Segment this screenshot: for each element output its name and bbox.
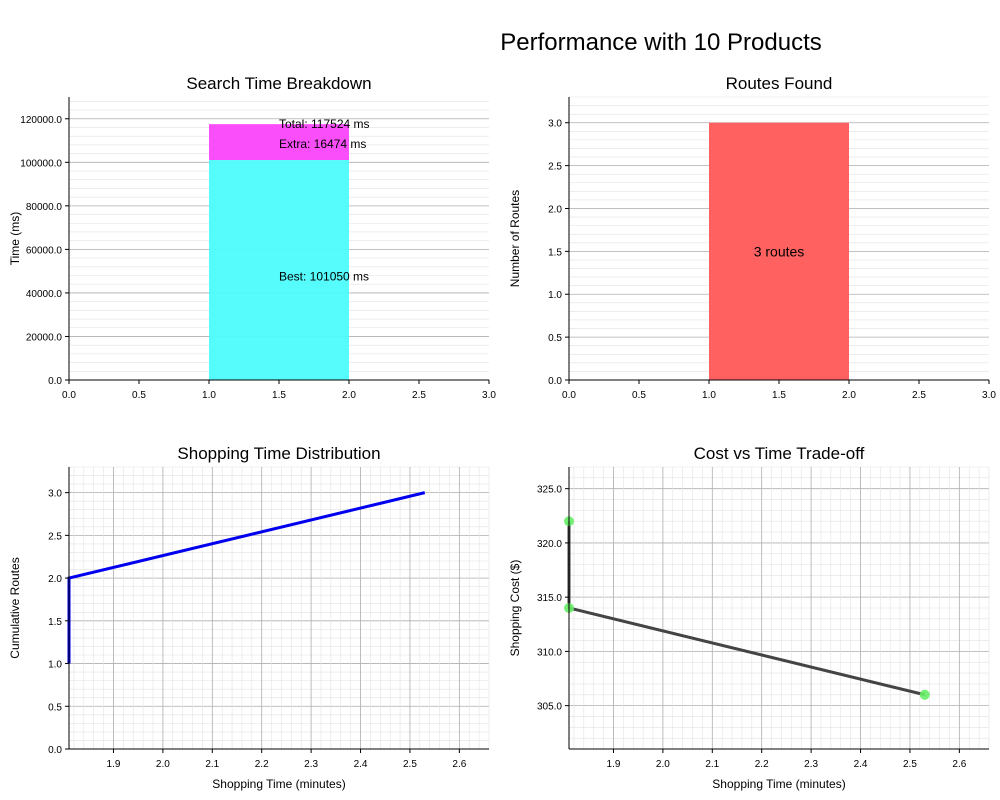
routes-y-tick-label: 1.5 [548, 247, 562, 258]
charts-container: 0.0 0.5 1.0 1.5 2.0 2.5 3.0 0.0 20000.0 40000.0 60… [8, 74, 996, 791]
routes-x-tick-label: 1.0 [702, 390, 716, 401]
search-x-tick-label: 0.5 [132, 390, 146, 401]
routes-y-tick-label: 0.5 [548, 333, 562, 344]
search-y-tick-label: 40000.0 [26, 289, 63, 300]
search-x-tick-label: 0.0 [62, 390, 76, 401]
tradeoff-title: Cost vs Time Trade-off [694, 444, 865, 463]
tradeoff-x-tick-label: 2.6 [952, 759, 966, 770]
routes-chart: 0.0 0.5 1.0 1.5 2.0 2.5 3.0 0.0 0.5 1.0 1.5 2.0 2.5 3… [508, 74, 996, 401]
tradeoff-chart: 1.9 2.0 2.1 2.2 2.3 2.4 2.5 2.6 305.0 310.0 315.0 3… [508, 444, 990, 791]
tradeoff-x-tick-label: 2.2 [755, 759, 769, 770]
tradeoff-y-axis-label: Shopping Cost ($) [508, 560, 522, 657]
distribution-x-tick-label: 2.1 [205, 759, 219, 770]
tradeoff-y-tick-label: 305.0 [537, 702, 562, 713]
routes-x-tick-label: 3.0 [982, 390, 996, 401]
search-y-tick-label: 60000.0 [26, 245, 63, 256]
routes-x-tick-label: 0.5 [632, 390, 646, 401]
routes-y-tick-label: 2.5 [548, 162, 562, 173]
best-time-bar [209, 160, 349, 380]
routes-title: Routes Found [726, 74, 833, 93]
tradeoff-y-tick-label: 315.0 [537, 593, 562, 604]
distribution-y-tick-label: 3.0 [48, 489, 62, 500]
distribution-y-tick-label: 1.5 [48, 617, 62, 628]
routes-y-tick-label: 0.0 [548, 376, 562, 387]
distribution-x-tick-label: 2.6 [452, 759, 466, 770]
tradeoff-x-tick-label: 2.0 [656, 759, 670, 770]
distribution-title: Shopping Time Distribution [177, 444, 380, 463]
search-y-tick-label: 120000.0 [20, 115, 62, 126]
tradeoff-x-tick-label: 2.5 [903, 759, 917, 770]
tradeoff-x-tick-label: 2.1 [705, 759, 719, 770]
routes-y-axis-label: Number of Routes [508, 190, 522, 287]
tradeoff-x-axis-label: Shopping Time (minutes) [712, 777, 845, 791]
distribution-y-tick-label: 2.0 [48, 574, 62, 585]
tradeoff-y-tick-label: 325.0 [537, 485, 562, 496]
search-annotation: Extra: 16474 ms [279, 137, 366, 151]
extra-time-bar [209, 124, 349, 161]
search-x-tick-label: 3.0 [482, 390, 496, 401]
tradeoff-y-tick-label: 320.0 [537, 539, 562, 550]
search-annotation: Total: 117524 ms [279, 117, 370, 131]
routes-y-tick-label: 1.0 [548, 290, 562, 301]
distribution-x-tick-label: 2.2 [255, 759, 269, 770]
tradeoff-y-tick-label: 310.0 [537, 647, 562, 658]
distribution-x-tick-label: 2.4 [354, 759, 368, 770]
routes-y-tick-label: 3.0 [548, 119, 562, 130]
distribution-y-tick-label: 0.0 [48, 745, 62, 756]
tradeoff-x-tick-label: 2.4 [854, 759, 868, 770]
search-y-tick-label: 20000.0 [26, 332, 63, 343]
figure-title: Performance with 10 Products [500, 29, 821, 56]
search-y-tick-label: 0.0 [48, 376, 62, 387]
routes-annotation: 3 routes [754, 243, 805, 259]
distribution-x-tick-label: 2.3 [304, 759, 318, 770]
search-x-tick-label: 2.5 [412, 390, 426, 401]
routes-x-tick-label: 2.5 [912, 390, 926, 401]
distribution-y-tick-label: 2.5 [48, 531, 62, 542]
search-x-tick-label: 2.0 [342, 390, 356, 401]
routes-x-tick-label: 2.0 [842, 390, 856, 401]
routes-x-tick-label: 1.5 [772, 390, 786, 401]
distribution-x-axis-label: Shopping Time (minutes) [212, 777, 345, 791]
search-y-tick-label: 100000.0 [20, 158, 62, 169]
search-y-tick-label: 80000.0 [26, 202, 63, 213]
search-chart: 0.0 0.5 1.0 1.5 2.0 2.5 3.0 0.0 20000.0 40000.0 60… [8, 74, 496, 401]
routes-x-tick-label: 0.0 [562, 390, 576, 401]
search-x-tick-label: 1.5 [272, 390, 286, 401]
distribution-grid [69, 466, 490, 750]
distribution-x-tick-label: 1.9 [107, 759, 121, 770]
tradeoff-x-tick-label: 1.9 [607, 759, 621, 770]
routes-y-tick-label: 2.0 [548, 204, 562, 215]
search-title: Search Time Breakdown [186, 74, 371, 93]
search-annotation: Best: 101050 ms [279, 270, 369, 284]
search-x-tick-label: 1.0 [202, 390, 216, 401]
tradeoff-point [919, 689, 930, 700]
tradeoff-x-tick-label: 2.3 [804, 759, 818, 770]
distribution-chart: 1.9 2.0 2.1 2.2 2.3 2.4 2.5 2.6 0.0 0.5 1.0 1.5 2.0 2… [8, 444, 490, 791]
distribution-y-tick-label: 0.5 [48, 702, 62, 713]
distribution-y-axis-label: Cumulative Routes [8, 557, 22, 658]
distribution-x-tick-label: 2.5 [403, 759, 417, 770]
tradeoff-grid [569, 466, 990, 750]
search-y-axis-label: Time (ms) [8, 212, 22, 266]
distribution-y-tick-label: 1.0 [48, 660, 62, 671]
routes-bar [709, 122, 849, 381]
distribution-x-tick-label: 2.0 [156, 759, 170, 770]
